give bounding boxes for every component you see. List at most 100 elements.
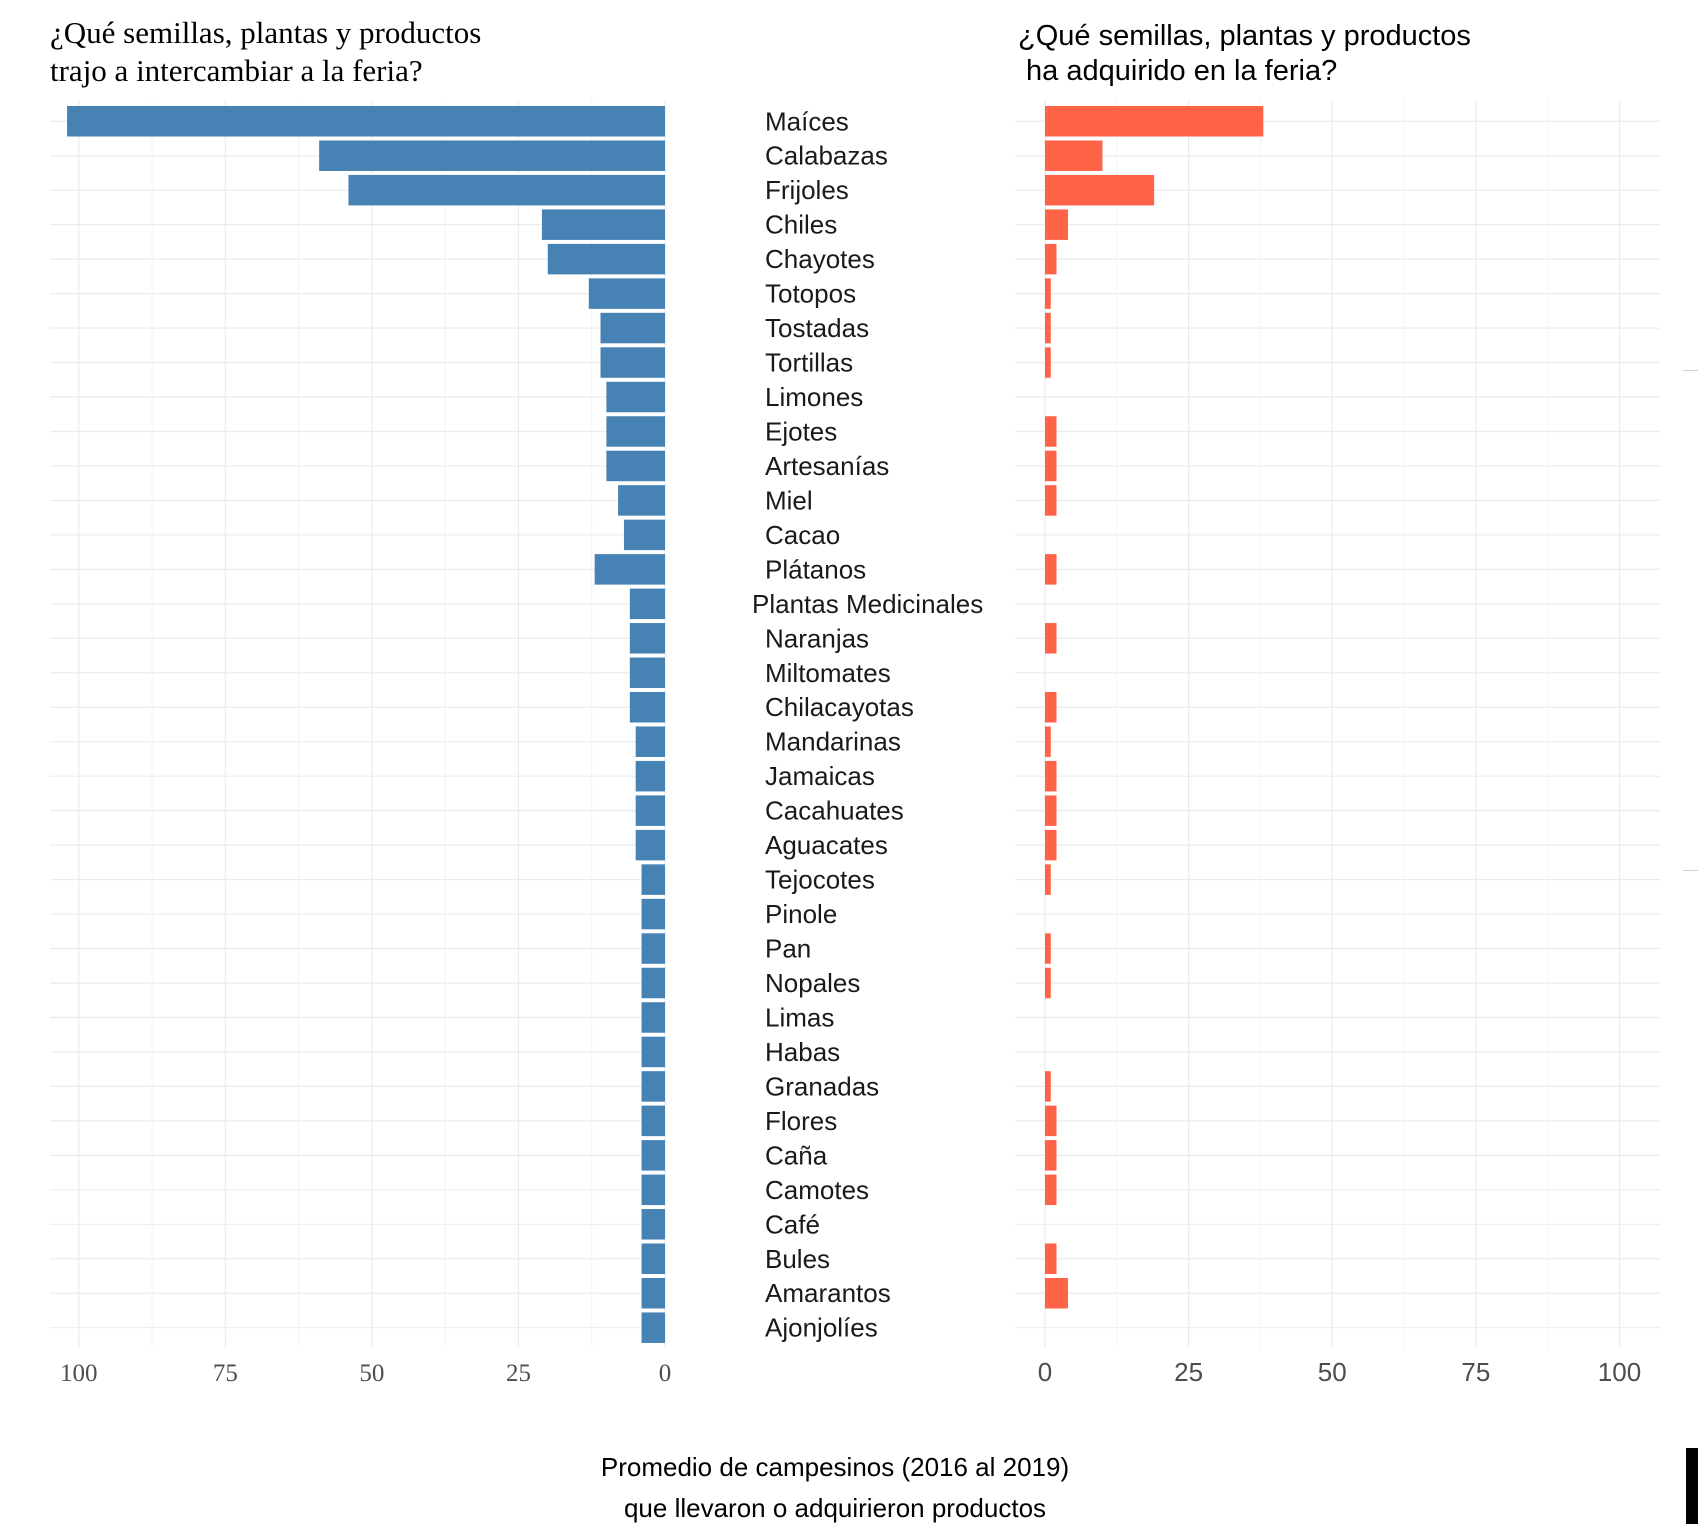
category-label: Maíces (765, 106, 849, 136)
category-label: Limones (765, 382, 863, 412)
bar-Tortillas (600, 347, 665, 378)
bar-Ejotes (606, 416, 665, 447)
x-tick-label: 50 (1318, 1357, 1347, 1387)
bar-Chilacayotas (1045, 691, 1057, 723)
category-label: Nopales (765, 968, 860, 998)
bar-Plátanos (594, 554, 665, 585)
bar-Aguacates (635, 829, 665, 861)
category-label: Caña (765, 1140, 828, 1170)
x-tick-label: 75 (1461, 1357, 1490, 1387)
left-gridlines (50, 100, 666, 1347)
right-bars (1045, 106, 1264, 1309)
bar-Pinole (641, 898, 665, 930)
left-title-line-2: trajo a intercambiar a la feria? (50, 53, 423, 88)
bar-Camotes (1045, 1174, 1057, 1206)
bar-Jamaicas (1045, 760, 1057, 792)
right-panel-acquired: 0 25 50 75 100 ¿Qué semillas, plantas y prod… (1015, 20, 1660, 1387)
category-label: Plantas Medicinales (752, 589, 983, 619)
category-label: Pinole (765, 899, 837, 929)
bar-Nopales (641, 967, 665, 999)
bar-Flores (1045, 1105, 1057, 1137)
bar-Cacahuates (1045, 795, 1057, 826)
bar-Café (641, 1209, 665, 1240)
bar-Amarantos (641, 1277, 665, 1309)
bar-Totopos (1045, 278, 1051, 309)
category-label: Flores (765, 1106, 837, 1136)
bar-Camotes (641, 1174, 665, 1206)
x-tick-label: 0 (659, 1360, 672, 1387)
category-label: Granadas (765, 1071, 879, 1101)
bar-Frijoles (348, 174, 665, 206)
caption-line-1: Promedio de campesinos (2016 al 2019) (601, 1452, 1069, 1482)
right-x-tick-labels: 0 25 50 75 100 (1038, 1357, 1641, 1387)
bar-Aguacates (1045, 829, 1057, 861)
category-label: Tortillas (765, 348, 853, 378)
bar-Ajonjolíes (641, 1312, 665, 1343)
bar-Ejotes (1045, 416, 1057, 447)
bar-Frijoles (1045, 174, 1155, 206)
right-gridlines (1015, 100, 1660, 1347)
left-x-tick-labels: 0 25 50 75 100 (60, 1360, 671, 1387)
left-panel-brought: 0 25 50 75 100 ¿Qué semillas, plantas y prod… (50, 15, 671, 1387)
bar-Calabazas (319, 140, 665, 171)
category-label: Miltomates (765, 658, 891, 688)
category-label: Ejotes (765, 416, 837, 446)
page-edge-marker (1686, 1448, 1698, 1524)
left-title-line-1: ¿Qué semillas, plantas y productos (50, 15, 481, 50)
bar-Artesanías (606, 450, 665, 482)
bar-Caña (1045, 1140, 1057, 1171)
bar-Totopos (588, 278, 665, 309)
x-tick-label: 25 (1174, 1357, 1203, 1387)
bar-Tortillas (1045, 347, 1051, 378)
category-label: Calabazas (765, 141, 888, 171)
bar-Miel (618, 485, 665, 516)
category-label: Totopos (765, 279, 856, 309)
category-label: Aguacates (765, 830, 888, 860)
bar-Maíces (67, 106, 666, 137)
bar-Bules (641, 1243, 665, 1275)
x-tick-label: 100 (60, 1360, 98, 1387)
x-tick-label: 0 (1038, 1357, 1052, 1387)
category-label: Camotes (765, 1175, 869, 1205)
category-label: Chayotes (765, 244, 875, 274)
bar-Limas (641, 1002, 665, 1033)
caption-line-2: que llevaron o adquirieron productos (624, 1493, 1046, 1523)
bar-Maíces (1045, 106, 1264, 137)
bar-Jamaicas (635, 760, 665, 792)
right-title-line-2: ha adquirido en la feria? (1018, 55, 1337, 87)
bar-Miel (1045, 485, 1057, 516)
bar-Pan (641, 933, 665, 964)
category-label: Naranjas (765, 623, 869, 653)
bar-Granadas (641, 1071, 665, 1102)
category-label: Habas (765, 1037, 840, 1067)
bar-Cacao (623, 519, 665, 551)
bar-Chayotes (1045, 243, 1057, 275)
category-label: Tejocotes (765, 865, 875, 895)
bar-Bules (1045, 1243, 1057, 1275)
category-label: Mandarinas (765, 727, 901, 757)
page-edge-line (1683, 370, 1698, 371)
bar-Plátanos (1045, 554, 1057, 585)
category-label: Ajonjolíes (765, 1313, 878, 1343)
category-label: Cacao (765, 520, 840, 550)
left-bars (67, 106, 666, 1343)
page-edge-line-2 (1683, 870, 1698, 871)
category-label: Jamaicas (765, 761, 875, 791)
bar-Tostadas (600, 312, 665, 344)
bar-Naranjas (1045, 623, 1057, 654)
category-label: Tostadas (765, 313, 869, 343)
x-tick-label: 100 (1598, 1357, 1641, 1387)
bar-Cacahuates (635, 795, 665, 826)
bar-Mandarinas (1045, 726, 1051, 757)
category-label: Pan (765, 934, 811, 964)
category-label: Frijoles (765, 175, 849, 205)
category-label: Café (765, 1209, 820, 1239)
bar-Habas (641, 1036, 665, 1068)
category-label: Cacahuates (765, 796, 904, 826)
bar-Nopales (1045, 967, 1051, 999)
bar-Calabazas (1045, 140, 1103, 171)
bar-Tejocotes (641, 864, 665, 895)
category-label: Chiles (765, 210, 837, 240)
